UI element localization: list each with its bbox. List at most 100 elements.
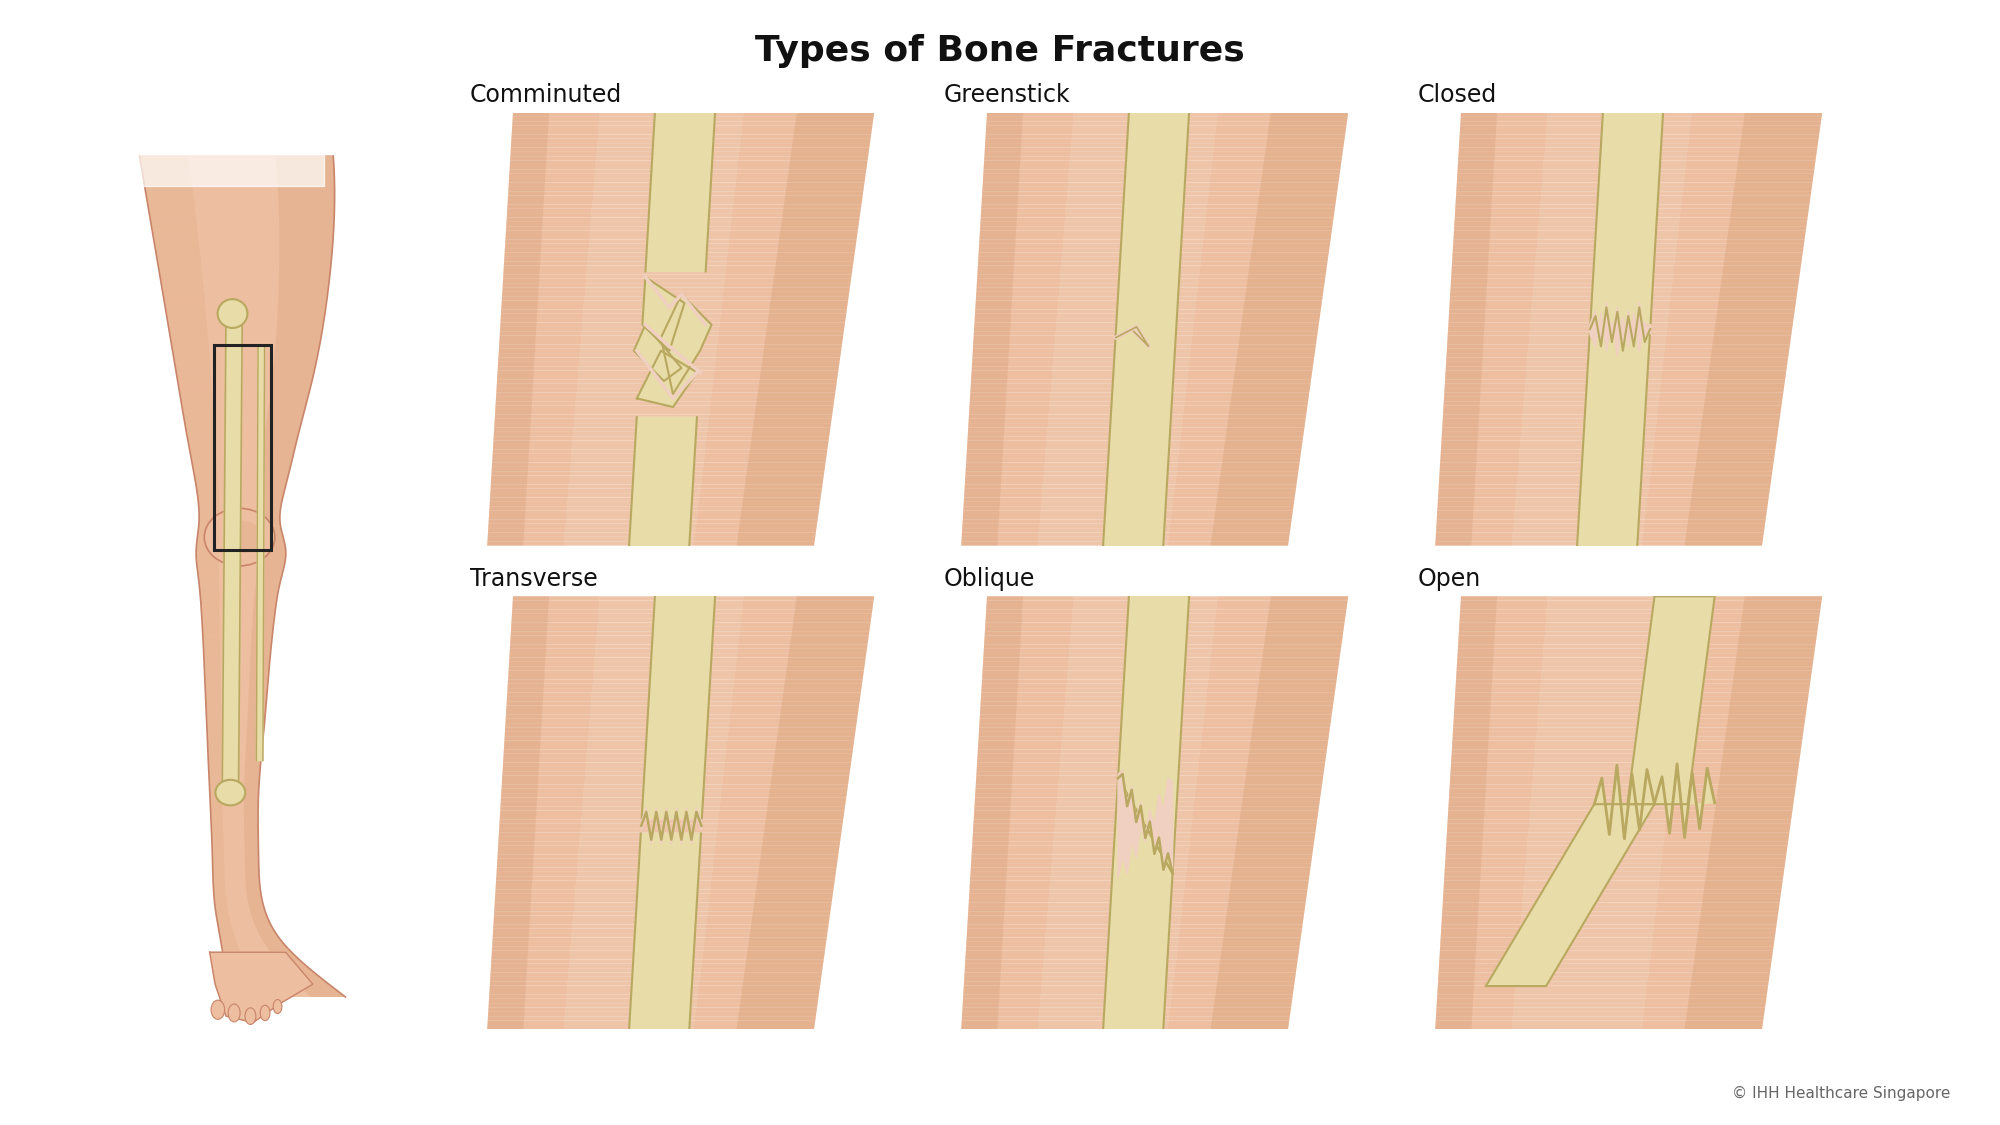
Polygon shape <box>752 432 830 436</box>
Polygon shape <box>978 244 1330 249</box>
Polygon shape <box>1268 134 1346 138</box>
Polygon shape <box>212 875 224 879</box>
Polygon shape <box>1460 605 1496 610</box>
Polygon shape <box>128 93 178 96</box>
Polygon shape <box>1512 1020 1642 1025</box>
Polygon shape <box>1066 200 1208 205</box>
Polygon shape <box>492 955 528 960</box>
Polygon shape <box>972 850 1008 854</box>
Polygon shape <box>746 951 824 955</box>
Polygon shape <box>496 406 532 410</box>
Polygon shape <box>258 485 286 487</box>
Polygon shape <box>584 291 724 296</box>
Polygon shape <box>978 244 1016 249</box>
Polygon shape <box>1044 476 1176 480</box>
Polygon shape <box>494 418 530 423</box>
Polygon shape <box>1262 173 1340 178</box>
Polygon shape <box>506 213 544 217</box>
Polygon shape <box>986 130 1346 134</box>
Polygon shape <box>580 335 718 340</box>
Polygon shape <box>276 169 334 172</box>
Polygon shape <box>970 872 1310 876</box>
Polygon shape <box>212 854 224 857</box>
Polygon shape <box>966 960 1298 964</box>
Polygon shape <box>784 688 862 693</box>
Polygon shape <box>1692 969 1770 972</box>
Polygon shape <box>496 384 836 388</box>
Polygon shape <box>642 596 716 818</box>
Polygon shape <box>1440 937 1476 942</box>
Polygon shape <box>1444 876 1480 881</box>
Polygon shape <box>774 763 852 767</box>
Polygon shape <box>494 428 530 432</box>
Polygon shape <box>1456 191 1492 196</box>
Polygon shape <box>586 754 726 758</box>
Polygon shape <box>1524 867 1660 872</box>
Polygon shape <box>588 745 726 749</box>
Polygon shape <box>494 436 830 441</box>
Polygon shape <box>1722 279 1800 284</box>
Polygon shape <box>512 596 550 601</box>
Polygon shape <box>600 112 744 117</box>
Polygon shape <box>1068 187 1210 191</box>
Polygon shape <box>506 231 542 235</box>
Polygon shape <box>1066 196 1208 200</box>
Polygon shape <box>980 240 1016 244</box>
Polygon shape <box>1446 846 1482 850</box>
Polygon shape <box>198 521 220 524</box>
Polygon shape <box>1460 601 1822 605</box>
Polygon shape <box>506 723 856 728</box>
Polygon shape <box>504 740 854 745</box>
Polygon shape <box>972 842 1314 846</box>
Polygon shape <box>1736 173 1814 178</box>
Polygon shape <box>1066 191 1208 196</box>
Polygon shape <box>184 415 214 417</box>
Polygon shape <box>978 270 1014 274</box>
Polygon shape <box>254 603 276 605</box>
Polygon shape <box>1074 601 1218 605</box>
Polygon shape <box>228 979 252 982</box>
Polygon shape <box>512 134 872 138</box>
Polygon shape <box>1686 1011 1764 1016</box>
Polygon shape <box>502 300 848 305</box>
Polygon shape <box>508 200 862 205</box>
Polygon shape <box>164 303 206 305</box>
Polygon shape <box>1458 165 1814 170</box>
Polygon shape <box>188 439 216 442</box>
Polygon shape <box>1458 152 1816 156</box>
Polygon shape <box>274 142 332 145</box>
Polygon shape <box>258 548 286 551</box>
Polygon shape <box>502 296 538 300</box>
Polygon shape <box>1072 126 1216 130</box>
Polygon shape <box>176 372 210 375</box>
Polygon shape <box>1446 367 1786 370</box>
Polygon shape <box>978 736 1014 740</box>
Polygon shape <box>1446 367 1482 370</box>
Polygon shape <box>1712 340 1790 344</box>
Polygon shape <box>498 362 840 367</box>
Polygon shape <box>260 472 290 475</box>
Polygon shape <box>740 994 818 999</box>
Polygon shape <box>492 929 828 933</box>
Polygon shape <box>1450 279 1488 284</box>
Polygon shape <box>494 898 832 902</box>
Polygon shape <box>1694 480 1772 485</box>
Polygon shape <box>1514 994 1646 999</box>
Polygon shape <box>510 165 546 170</box>
Polygon shape <box>488 1011 524 1016</box>
Polygon shape <box>490 488 526 493</box>
Polygon shape <box>1542 187 1684 191</box>
Polygon shape <box>1452 754 1800 758</box>
Polygon shape <box>984 645 1020 649</box>
Polygon shape <box>588 732 728 736</box>
Polygon shape <box>272 126 330 129</box>
Polygon shape <box>1690 502 1768 506</box>
Polygon shape <box>492 476 528 480</box>
Polygon shape <box>978 758 1326 763</box>
Polygon shape <box>968 925 1004 929</box>
Polygon shape <box>1700 920 1778 925</box>
Polygon shape <box>492 449 530 453</box>
Polygon shape <box>1452 732 1804 736</box>
Polygon shape <box>1450 772 1798 775</box>
Polygon shape <box>1730 213 1808 217</box>
